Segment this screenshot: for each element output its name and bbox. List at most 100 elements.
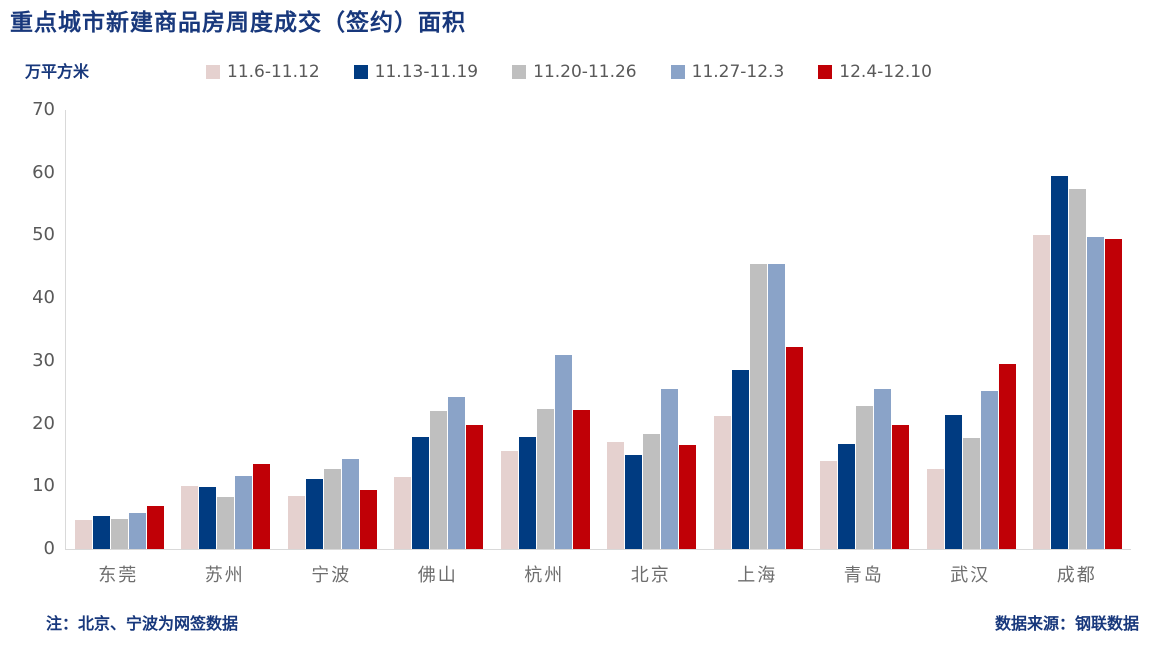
legend-item-4: 12.4-12.10	[818, 62, 932, 82]
bar	[838, 443, 856, 549]
bar	[518, 436, 536, 549]
legend-label: 11.20-11.26	[533, 62, 637, 82]
bar-group-杭州	[500, 110, 590, 549]
bar-group-东莞	[74, 110, 164, 549]
bar	[554, 354, 572, 549]
legend-swatch-icon	[670, 65, 685, 79]
bar	[341, 459, 359, 549]
bar	[607, 442, 625, 549]
bar	[305, 478, 323, 549]
legend-swatch-icon	[353, 65, 368, 79]
bar	[998, 364, 1016, 549]
y-tick-label: 50	[32, 224, 55, 246]
y-tick-label: 30	[32, 349, 55, 371]
bar	[926, 468, 944, 549]
bar	[110, 518, 128, 549]
x-category-label: 宁波	[311, 565, 352, 586]
bar	[500, 451, 518, 549]
bar	[448, 397, 466, 549]
bar	[253, 463, 271, 549]
x-category-label: 苏州	[204, 565, 245, 586]
x-category-label: 东莞	[98, 565, 139, 586]
bar	[1087, 237, 1105, 549]
bar	[625, 454, 643, 549]
bar	[661, 389, 679, 549]
bar-group-佛山	[394, 110, 484, 549]
bar	[892, 424, 910, 549]
bar	[181, 485, 199, 549]
bar-group-宁波	[287, 110, 377, 549]
bar	[394, 476, 412, 549]
bar	[92, 516, 110, 549]
bar	[536, 408, 554, 549]
bar-group-上海	[713, 110, 803, 549]
bar	[679, 444, 697, 549]
bar	[944, 415, 962, 549]
bar-group-成都	[1033, 110, 1123, 549]
x-category-label: 上海	[737, 565, 778, 586]
chart-legend: 11.6-11.12 11.13-11.19 11.20-11.26 11.27-12…	[206, 62, 932, 82]
x-axis-labels: 东莞 苏州 宁波 佛山 杭州 北京 上海 青岛 武汉 成都	[65, 561, 1130, 587]
bar	[980, 390, 998, 549]
bar-group-青岛	[820, 110, 910, 549]
bar	[785, 347, 803, 549]
bar	[1051, 175, 1069, 549]
bar	[1069, 189, 1087, 549]
x-category-label: 北京	[630, 565, 671, 586]
legend-swatch-icon	[206, 65, 220, 79]
bar	[962, 438, 980, 549]
bar	[217, 496, 235, 549]
y-tick-label: 70	[32, 99, 55, 120]
legend-item-0: 11.6-11.12	[206, 62, 320, 82]
bar	[874, 389, 892, 549]
legend-label: 12.4-12.10	[839, 62, 932, 82]
bar	[146, 505, 164, 549]
y-tick-label: 40	[32, 287, 55, 309]
y-axis-unit-label: 万平方米	[25, 62, 90, 81]
x-category-label: 杭州	[524, 565, 565, 586]
x-category-label: 武汉	[950, 565, 991, 586]
bar	[323, 469, 341, 549]
legend-label: 11.13-11.19	[374, 62, 479, 82]
bar	[856, 406, 874, 549]
x-category-label: 佛山	[417, 565, 458, 586]
bar	[430, 411, 448, 549]
bar	[235, 475, 253, 549]
bar	[820, 461, 838, 549]
legend-item-1: 11.13-11.19	[353, 62, 479, 82]
legend-item-3: 11.27-12.3	[670, 62, 785, 82]
y-tick-label: 10	[32, 475, 55, 497]
bar	[713, 416, 731, 549]
bar	[412, 436, 430, 549]
bar	[128, 513, 146, 549]
y-tick-label: 20	[32, 412, 55, 434]
bar	[359, 490, 377, 549]
x-category-label: 青岛	[843, 565, 884, 586]
legend-swatch-icon	[512, 65, 527, 79]
bar-groups-container	[66, 110, 1131, 549]
data-source: 数据来源：钢联数据	[994, 614, 1139, 633]
bar	[74, 519, 92, 549]
bar	[199, 486, 217, 549]
y-tick-label: 0	[43, 538, 55, 559]
bar-group-苏州	[181, 110, 271, 549]
bar	[572, 409, 590, 549]
bar-group-武汉	[926, 110, 1016, 549]
legend-label: 11.27-12.3	[691, 62, 785, 82]
bar	[767, 264, 785, 549]
bar	[731, 370, 749, 549]
y-tick-label: 60	[32, 161, 55, 183]
bar	[287, 495, 305, 549]
legend-item-2: 11.20-11.26	[512, 62, 637, 82]
legend-label: 11.6-11.12	[227, 62, 320, 82]
bar	[643, 433, 661, 549]
footnote: 注：北京、宁波为网签数据	[46, 614, 239, 633]
bar	[1105, 238, 1123, 549]
legend-swatch-icon	[818, 65, 833, 79]
x-category-label: 成都	[1056, 565, 1097, 586]
bar	[749, 264, 767, 549]
bar	[466, 424, 484, 549]
plot-area	[65, 110, 1131, 550]
chart-title: 重点城市新建商品房周度成交（签约）面积	[10, 9, 466, 36]
